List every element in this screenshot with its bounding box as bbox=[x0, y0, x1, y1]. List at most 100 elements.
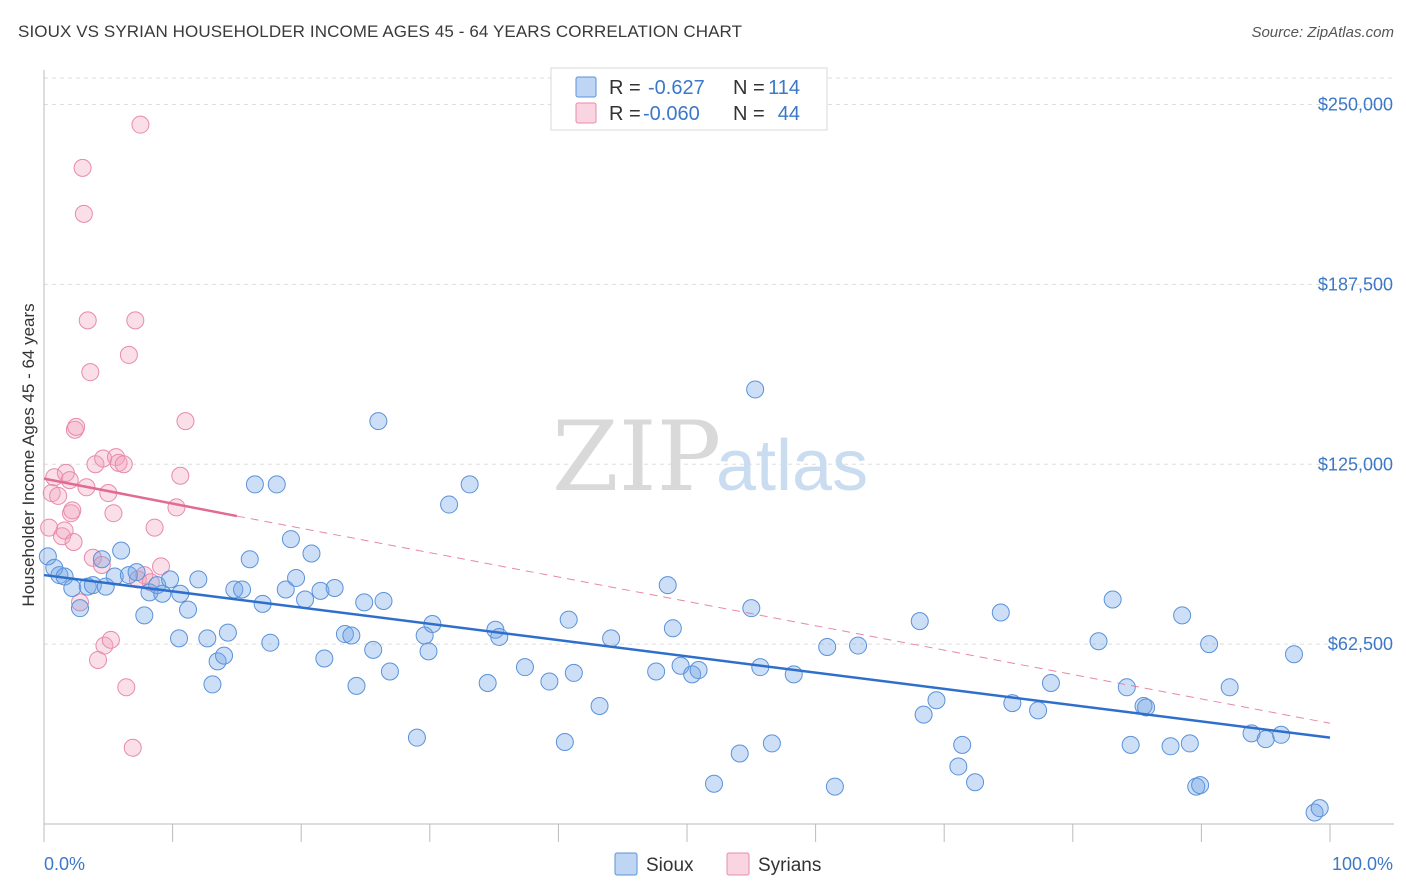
watermark-atlas-text: atlas bbox=[716, 426, 868, 506]
syrians-point-26 bbox=[101, 630, 120, 649]
trend-lines bbox=[43, 477, 1331, 739]
syrians-point-13 bbox=[71, 593, 90, 612]
sioux-point-109 bbox=[1284, 645, 1303, 664]
sioux-point-75 bbox=[742, 599, 761, 618]
top-legend-box bbox=[550, 67, 828, 131]
sioux-point-86 bbox=[949, 757, 968, 776]
sioux-point-111 bbox=[1310, 799, 1329, 818]
sioux-point-98 bbox=[1137, 698, 1156, 717]
legend-n-label-sioux: N = bbox=[733, 77, 765, 99]
top-legend: R = -0.627 N = 114 R = -0.060 N = 44 bbox=[550, 67, 828, 131]
sioux-point-47 bbox=[364, 640, 383, 659]
sioux-point-37 bbox=[287, 568, 306, 587]
syrians-point-41 bbox=[167, 498, 186, 517]
y-tick-label-2: $187,500 bbox=[1318, 274, 1393, 294]
sioux-point-89 bbox=[991, 603, 1010, 622]
y-tick-label-1: $125,000 bbox=[1318, 454, 1393, 474]
sioux-point-64 bbox=[564, 663, 583, 682]
syrians-points bbox=[40, 115, 195, 757]
sioux-point-82 bbox=[849, 636, 868, 655]
syrians-point-3 bbox=[49, 486, 68, 505]
sioux-point-19 bbox=[170, 629, 189, 648]
legend-r-label-syrians: R = bbox=[609, 103, 641, 125]
sioux-point-57 bbox=[478, 673, 497, 692]
syrians-trend-line bbox=[43, 477, 238, 518]
y-tick-label-0: $62,500 bbox=[1328, 634, 1393, 654]
sioux-point-67 bbox=[647, 662, 666, 681]
syrians-trend-extension bbox=[236, 515, 1331, 724]
legend-swatch-syrians bbox=[575, 102, 597, 124]
sioux-point-11 bbox=[112, 541, 131, 560]
sioux-point-101 bbox=[1180, 734, 1199, 753]
sioux-point-14 bbox=[135, 606, 154, 625]
bottom-legend-label-sioux: Sioux bbox=[646, 855, 694, 876]
sioux-point-68 bbox=[658, 576, 677, 595]
sioux-point-51 bbox=[407, 728, 426, 747]
x-tick-label-0: 0.0% bbox=[44, 854, 85, 874]
sioux-point-81 bbox=[825, 777, 844, 796]
sioux-point-38 bbox=[296, 590, 315, 609]
sioux-point-95 bbox=[1117, 678, 1136, 697]
syrians-point-40 bbox=[152, 557, 171, 576]
y-tick-label-3: $250,000 bbox=[1318, 95, 1393, 115]
sioux-point-48 bbox=[369, 412, 388, 431]
y-tick-labels: $62,500 $125,000 $187,500 $250,000 bbox=[1318, 95, 1393, 655]
sioux-point-88 bbox=[966, 773, 985, 792]
watermark: ZIP atlas bbox=[552, 401, 868, 513]
legend-n-label-syrians: N = bbox=[733, 103, 765, 125]
syrians-point-14 bbox=[73, 158, 92, 177]
legend-n-value-sioux: 114 bbox=[768, 77, 800, 99]
syrians-point-10 bbox=[64, 532, 83, 551]
syrians-point-36 bbox=[131, 115, 150, 134]
sioux-point-44 bbox=[342, 626, 361, 645]
syrians-point-31 bbox=[117, 678, 136, 697]
syrians-point-34 bbox=[126, 311, 145, 330]
sioux-point-78 bbox=[762, 734, 781, 753]
syrians-point-15 bbox=[74, 204, 93, 223]
sioux-point-35 bbox=[276, 580, 295, 599]
bottom-legend-swatch-syrians bbox=[726, 852, 750, 876]
source-label: Source: ZipAtlas.com bbox=[1251, 24, 1394, 41]
sioux-point-62 bbox=[555, 732, 574, 751]
sioux-point-23 bbox=[198, 629, 217, 648]
sioux-point-76 bbox=[746, 380, 765, 399]
sioux-point-45 bbox=[347, 676, 366, 695]
syrians-point-12 bbox=[67, 417, 86, 436]
legend-n-value-syrians: 44 bbox=[778, 103, 800, 125]
sioux-point-24 bbox=[203, 675, 222, 694]
sioux-point-46 bbox=[355, 593, 374, 612]
sioux-point-60 bbox=[515, 658, 534, 677]
sioux-point-41 bbox=[315, 649, 334, 668]
sioux-point-91 bbox=[1029, 701, 1048, 720]
sioux-point-55 bbox=[440, 495, 459, 514]
x-tick-label-1: 100.0% bbox=[1332, 854, 1393, 874]
syrians-point-9 bbox=[63, 501, 82, 520]
sioux-point-84 bbox=[914, 705, 933, 724]
sioux-point-94 bbox=[1103, 590, 1122, 609]
sioux-point-21 bbox=[179, 600, 198, 619]
sioux-point-40 bbox=[311, 581, 330, 600]
sioux-point-93 bbox=[1089, 632, 1108, 651]
sioux-point-73 bbox=[705, 774, 724, 793]
sioux-point-105 bbox=[1220, 678, 1239, 697]
syrians-point-27 bbox=[104, 504, 123, 523]
sioux-point-63 bbox=[559, 610, 578, 629]
sioux-point-72 bbox=[689, 661, 708, 680]
sioux-point-50 bbox=[380, 662, 399, 681]
sioux-point-56 bbox=[460, 475, 479, 494]
syrians-point-33 bbox=[123, 738, 142, 757]
sioux-point-108 bbox=[1272, 725, 1291, 744]
syrians-point-43 bbox=[176, 412, 195, 431]
syrians-point-18 bbox=[81, 363, 100, 382]
sioux-trend-line bbox=[43, 573, 1331, 739]
sioux-point-87 bbox=[953, 735, 972, 754]
sioux-point-4 bbox=[63, 579, 82, 598]
sioux-point-107 bbox=[1256, 730, 1275, 749]
sioux-point-103 bbox=[1191, 776, 1210, 795]
sioux-point-0 bbox=[38, 547, 57, 566]
sioux-point-29 bbox=[233, 580, 252, 599]
bottom-legend-swatch-sioux bbox=[614, 852, 638, 876]
syrians-point-30 bbox=[114, 455, 133, 474]
chart-title: SIOUX VS SYRIAN HOUSEHOLDER INCOME AGES … bbox=[18, 22, 743, 41]
legend-r-label-sioux: R = bbox=[609, 77, 641, 99]
